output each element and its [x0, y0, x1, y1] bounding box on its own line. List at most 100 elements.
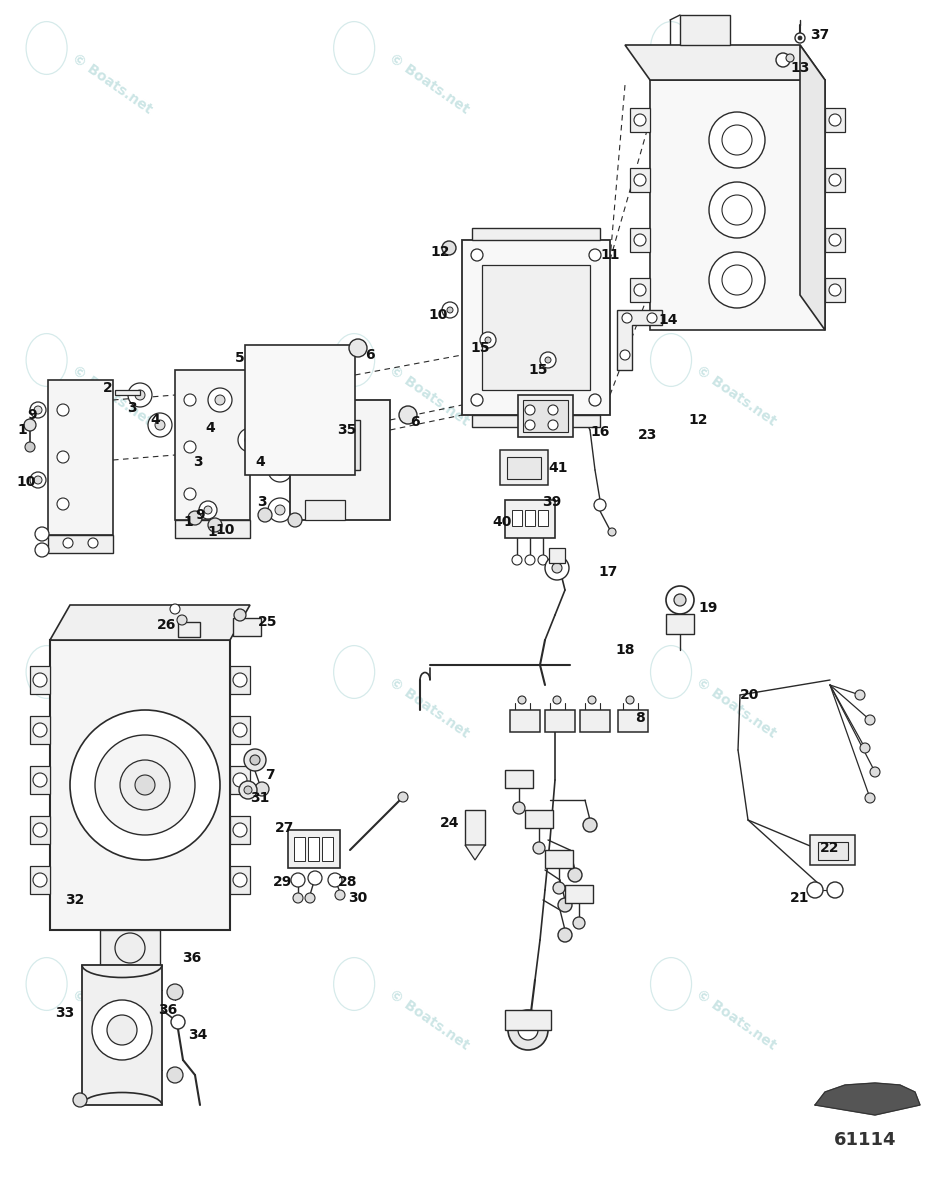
Text: 1: 1 [183, 515, 193, 529]
Circle shape [398, 792, 408, 802]
Circle shape [634, 174, 646, 186]
Circle shape [63, 538, 73, 548]
Polygon shape [30, 766, 50, 794]
Polygon shape [825, 168, 845, 192]
Text: 6: 6 [410, 415, 419, 428]
Text: 12: 12 [431, 245, 450, 259]
Bar [518, 395, 573, 437]
Circle shape [620, 350, 630, 360]
Bar [305, 500, 345, 520]
Circle shape [608, 528, 616, 536]
Text: 10: 10 [215, 523, 235, 538]
Circle shape [525, 420, 535, 430]
Polygon shape [50, 605, 250, 640]
Circle shape [545, 556, 569, 580]
Circle shape [553, 882, 565, 894]
Polygon shape [800, 44, 825, 330]
Circle shape [626, 696, 634, 704]
Text: 34: 34 [188, 1028, 208, 1042]
Circle shape [328, 874, 342, 887]
Text: © Boats.net: © Boats.net [693, 52, 779, 116]
Circle shape [552, 563, 562, 572]
Text: © Boats.net: © Boats.net [69, 52, 155, 116]
Circle shape [827, 882, 843, 898]
Circle shape [634, 234, 646, 246]
Bar [308, 838, 319, 862]
Bar [666, 614, 694, 634]
Circle shape [57, 498, 69, 510]
Circle shape [233, 722, 247, 737]
Bar [818, 842, 848, 860]
Circle shape [870, 767, 880, 778]
Circle shape [239, 781, 257, 799]
Bar [525, 510, 535, 526]
Circle shape [258, 508, 272, 522]
Circle shape [533, 842, 545, 854]
Circle shape [208, 388, 232, 412]
Polygon shape [630, 168, 650, 192]
Bar [510, 710, 540, 732]
Text: 7: 7 [266, 768, 275, 782]
Circle shape [255, 782, 269, 796]
Text: 37: 37 [811, 28, 829, 42]
Bar [545, 710, 575, 732]
Bar [505, 1010, 551, 1030]
Bar [472, 415, 600, 427]
Circle shape [589, 248, 601, 260]
Circle shape [167, 984, 183, 1000]
Circle shape [518, 1020, 538, 1040]
Polygon shape [115, 390, 140, 395]
Circle shape [399, 406, 417, 424]
Circle shape [798, 36, 802, 40]
Circle shape [155, 420, 165, 430]
Bar [50, 640, 230, 930]
Circle shape [518, 696, 526, 704]
Circle shape [25, 442, 35, 452]
Text: 2: 2 [103, 382, 113, 395]
Polygon shape [30, 816, 50, 844]
Bar [545, 850, 573, 868]
Polygon shape [230, 766, 250, 794]
Circle shape [208, 518, 222, 532]
Circle shape [268, 458, 292, 482]
Bar [525, 810, 553, 828]
Text: 4: 4 [255, 455, 265, 469]
Bar [288, 830, 340, 868]
Bar [523, 400, 568, 432]
Circle shape [512, 554, 522, 565]
Circle shape [188, 511, 202, 526]
Text: © Boats.net: © Boats.net [69, 988, 155, 1052]
Circle shape [588, 696, 596, 704]
Text: 20: 20 [740, 688, 760, 702]
Circle shape [308, 871, 322, 886]
Circle shape [558, 928, 572, 942]
Circle shape [233, 773, 247, 787]
Circle shape [594, 499, 606, 511]
Circle shape [33, 773, 47, 787]
Circle shape [722, 125, 752, 155]
Circle shape [171, 1015, 185, 1028]
Text: 33: 33 [55, 1006, 75, 1020]
Polygon shape [230, 716, 250, 744]
Text: 21: 21 [790, 890, 810, 905]
Polygon shape [825, 228, 845, 252]
Bar [482, 265, 590, 390]
Bar [650, 80, 825, 330]
Text: 12: 12 [688, 413, 707, 427]
Text: 15: 15 [471, 341, 489, 355]
Text: © Boats.net: © Boats.net [693, 988, 779, 1052]
Circle shape [204, 506, 212, 514]
Text: 4: 4 [150, 413, 160, 427]
Text: 1: 1 [207, 526, 217, 539]
Circle shape [634, 114, 646, 126]
Text: 36: 36 [183, 950, 201, 965]
Text: 16: 16 [590, 425, 610, 439]
Circle shape [30, 402, 46, 418]
Circle shape [442, 241, 456, 254]
Circle shape [722, 194, 752, 226]
Circle shape [305, 893, 315, 902]
Text: 18: 18 [615, 643, 635, 658]
Circle shape [135, 390, 145, 400]
Text: © Boats.net: © Boats.net [69, 676, 155, 740]
Bar [233, 618, 261, 636]
